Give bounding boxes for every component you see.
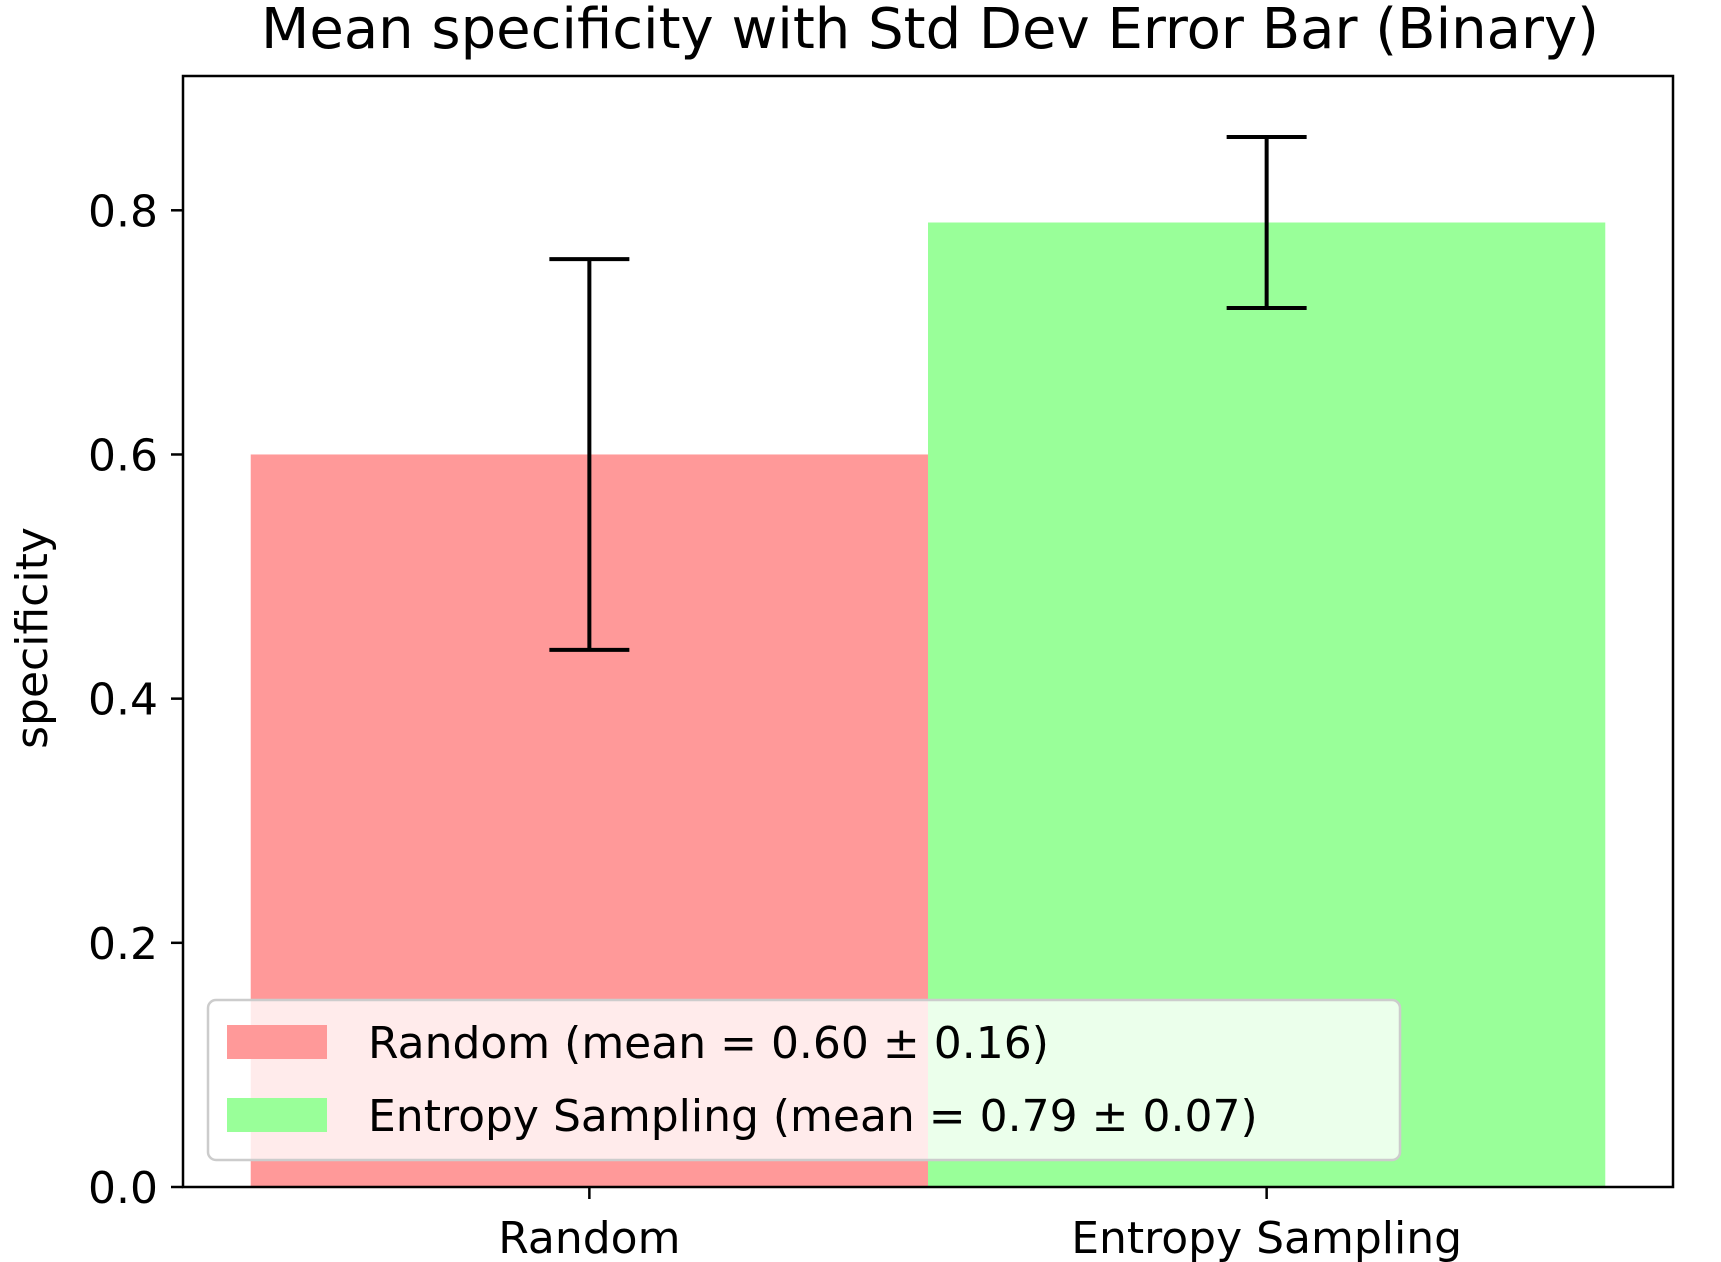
x-tick-label: Random [498,1213,680,1262]
y-axis-label: specificity [7,527,58,749]
legend-box [206,998,1402,1162]
y-tick-label: 0.6 [88,430,158,481]
x-tick-label: Entropy Sampling [1071,1213,1462,1262]
legend-label: Entropy Sampling (mean = 0.79 ± 0.07) [368,1091,1258,1142]
y-tick-label: 0.2 [88,919,158,970]
legend: Random (mean = 0.60 ± 0.16) Entropy Sampl… [206,998,1402,1162]
plot-area-frame [181,74,1675,1189]
legend-swatch [227,1098,327,1132]
legend-label: Random (mean = 0.60 ± 0.16) [368,1018,1049,1069]
y-tick-label: 0.4 [88,675,158,726]
y-axis: 0.0 0.2 0.4 0.6 0.8 [88,186,183,1214]
chart-title: Mean specificity with Std Dev Error Bar … [261,0,1599,62]
y-tick-label: 0.0 [88,1163,158,1214]
y-tick-label: 0.8 [88,186,158,237]
legend-swatch [227,1025,327,1059]
x-axis: Random Entropy Sampling [498,1187,1462,1262]
error-bars-layer [549,135,1307,652]
